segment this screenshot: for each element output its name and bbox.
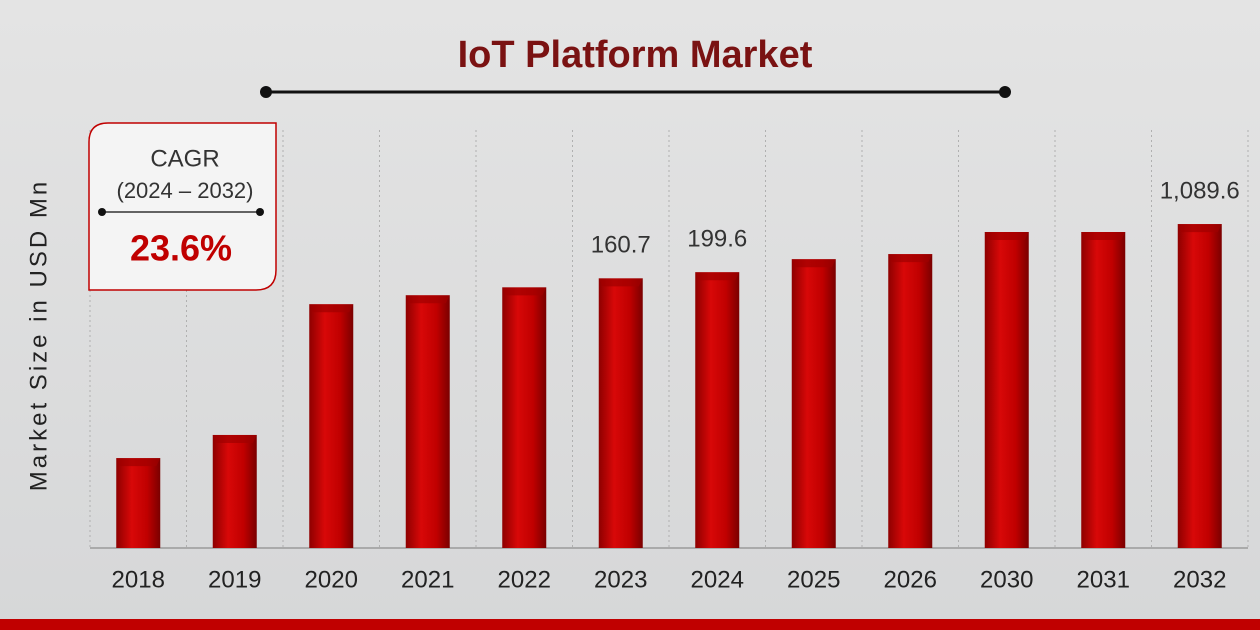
bar bbox=[1177, 224, 1222, 549]
data-label: 160.7 bbox=[591, 232, 651, 259]
x-tick-label: 2022 bbox=[498, 566, 551, 593]
bar bbox=[502, 287, 547, 548]
bar bbox=[1081, 231, 1126, 548]
rule-dot bbox=[98, 208, 106, 216]
bar bbox=[695, 272, 740, 548]
rule-dot bbox=[999, 86, 1011, 98]
bar bbox=[116, 458, 161, 548]
data-label: 1,089.6 bbox=[1160, 177, 1240, 204]
cagr-value: 23.6% bbox=[130, 228, 232, 269]
y-axis-label: Market Size in USD Mn bbox=[25, 179, 52, 491]
cagr-frame bbox=[88, 122, 277, 291]
bar-cap bbox=[405, 295, 450, 304]
chart-title: IoT Platform Market bbox=[458, 34, 813, 76]
bar-cap bbox=[888, 254, 933, 263]
plot: 2018 2019 2020 2021 2022 2023 160.7 2024 199.6 20… bbox=[89, 130, 1249, 593]
bar bbox=[309, 304, 354, 548]
x-tick-label: 2019 bbox=[208, 566, 261, 593]
x-tick-label: 2025 bbox=[787, 566, 840, 593]
bottom-stripe bbox=[0, 619, 1260, 630]
x-tick-label: 2021 bbox=[401, 566, 454, 593]
bar bbox=[791, 259, 836, 548]
bar-cap bbox=[1081, 231, 1126, 240]
bar-cap bbox=[1177, 224, 1222, 233]
x-tick-label: 2026 bbox=[884, 566, 937, 593]
x-tick-label: 2018 bbox=[112, 566, 165, 593]
x-tick-label: 2030 bbox=[980, 566, 1033, 593]
bar bbox=[598, 278, 643, 548]
x-tick-label: 2031 bbox=[1077, 566, 1130, 593]
bar-cap bbox=[695, 272, 740, 281]
bar bbox=[984, 231, 1029, 548]
cagr-title: CAGR bbox=[150, 145, 219, 172]
x-tick-label: 2032 bbox=[1173, 566, 1226, 593]
data-label: 199.6 bbox=[687, 226, 747, 253]
x-tick-label: 2020 bbox=[305, 566, 358, 593]
bar-cap bbox=[502, 287, 547, 296]
bar-cap bbox=[598, 278, 643, 287]
x-tick-label: 2023 bbox=[594, 566, 647, 593]
bar-cap bbox=[791, 259, 836, 268]
rule-dot bbox=[256, 208, 264, 216]
cagr-box: CAGR (2024 – 2032) 23.6% bbox=[88, 122, 277, 291]
bar bbox=[405, 295, 450, 548]
rule-dot bbox=[260, 86, 272, 98]
bar-cap bbox=[309, 304, 354, 313]
cagr-period: (2024 – 2032) bbox=[117, 178, 254, 203]
bar bbox=[888, 254, 933, 548]
bar-cap bbox=[116, 458, 161, 467]
bar-cap bbox=[212, 434, 257, 443]
x-tick-label: 2024 bbox=[691, 566, 744, 593]
bar-cap bbox=[984, 231, 1029, 240]
bar bbox=[212, 434, 257, 548]
